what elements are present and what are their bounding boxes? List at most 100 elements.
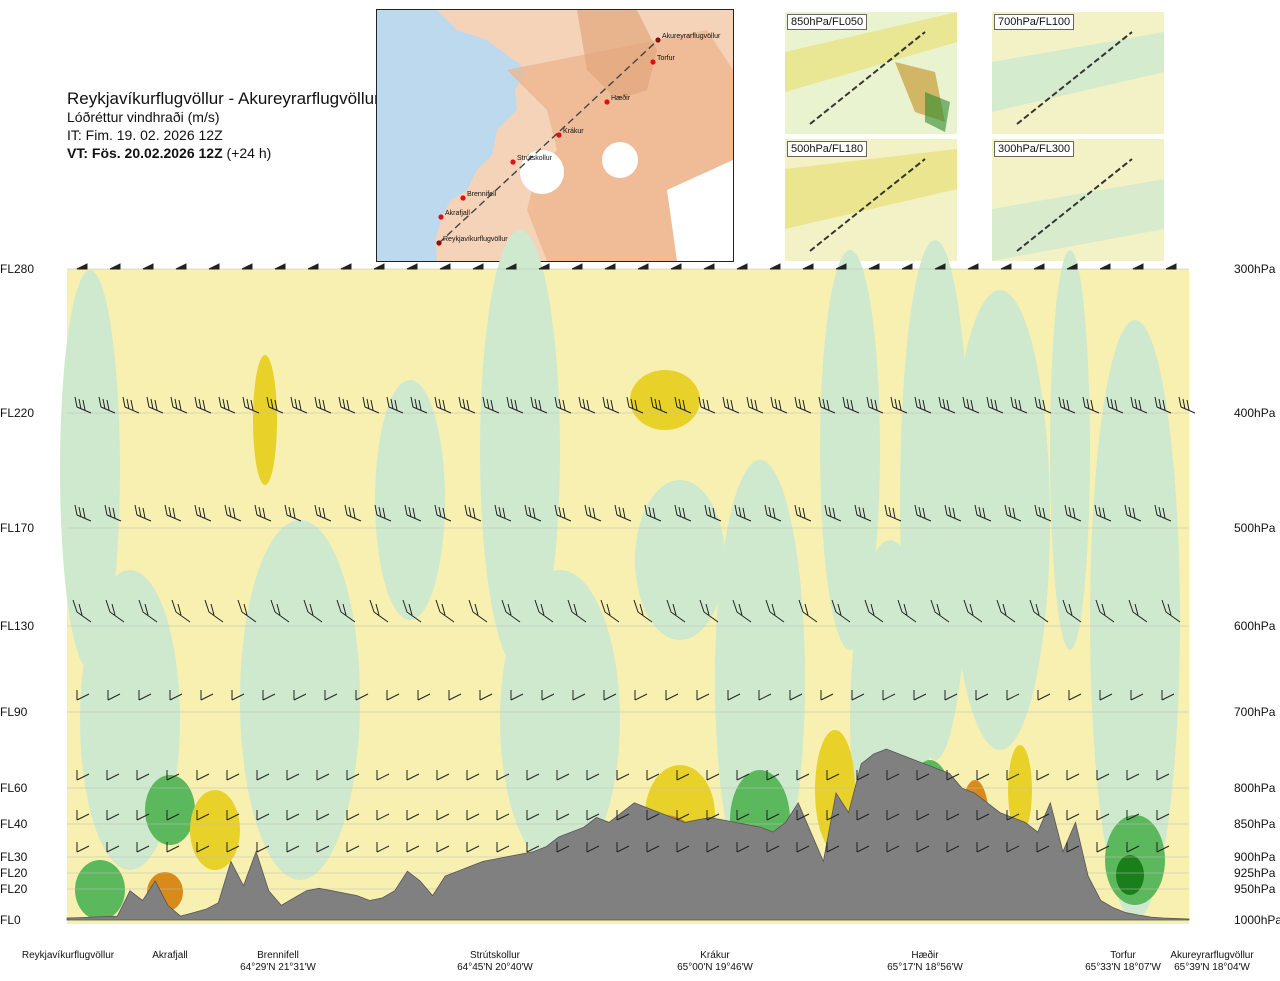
- wind-barb: [789, 690, 803, 701]
- wind-barb: [554, 504, 572, 522]
- wind-barb: [554, 396, 572, 414]
- flight-level-tick: FL90: [0, 705, 28, 719]
- wind-barb: [706, 770, 720, 781]
- wind-barb: [293, 690, 307, 701]
- wind-barb: [434, 396, 452, 414]
- valid-time-rest: (+24 h): [226, 145, 272, 161]
- wind-barb-stroke: [496, 842, 510, 853]
- wind-barb: [913, 690, 927, 701]
- wind-barb-stroke: [494, 504, 512, 522]
- wind-barb: [976, 770, 990, 781]
- wind-barb-stroke: [406, 770, 420, 781]
- wind-barb: [914, 504, 932, 522]
- wind-barb: [526, 842, 540, 853]
- wind-barb-stroke: [578, 396, 596, 414]
- wind-barb: [1066, 770, 1080, 781]
- wind-barb-stroke: [344, 504, 362, 522]
- chart-title-block: Reykjavíkurflugvöllur - Akureyrarflugvöl…: [67, 90, 380, 162]
- wind-barb: [1099, 263, 1111, 270]
- wind-barb: [736, 770, 750, 781]
- route-map-svg: Akureyrarflugvöllur Torfur Hæðir Krákur Strú…: [377, 10, 733, 261]
- wind-barb: [698, 396, 716, 414]
- map-point-label: Akureyrarflugvöllur: [662, 33, 721, 40]
- wind-barb-stroke: [706, 842, 720, 853]
- wind-barb-stroke: [316, 810, 330, 821]
- wind-barb: [136, 810, 150, 821]
- wind-barb-stroke: [930, 599, 950, 623]
- wind-barb: [270, 599, 290, 623]
- wind-barb-stroke: [586, 842, 600, 853]
- wind-barb: [666, 599, 686, 623]
- wind-barb-stroke: [1058, 396, 1076, 414]
- wind-barb: [556, 770, 570, 781]
- wind-barb-stroke: [946, 770, 960, 781]
- wind-barb-stroke: [584, 504, 602, 522]
- wind-barb: [404, 504, 422, 522]
- wind-barb: [916, 770, 930, 781]
- wind-barb-stroke: [336, 599, 356, 623]
- wind-barb-stroke: [976, 770, 990, 781]
- wind-barb: [344, 504, 362, 522]
- wind-barb: [826, 810, 840, 821]
- map-point: [655, 37, 661, 43]
- wind-barb-stroke: [340, 263, 352, 270]
- wind-barb: [670, 263, 682, 270]
- wind-barb-stroke: [76, 263, 88, 270]
- wind-barb: [676, 842, 690, 853]
- wind-barb-stroke: [704, 504, 722, 522]
- flight-level-tick: FL0: [0, 913, 21, 927]
- wind-barb-stroke: [524, 504, 542, 522]
- wind-barb-stroke: [758, 690, 772, 701]
- wind-barb-stroke: [314, 504, 332, 522]
- wind-barb-stroke: [169, 690, 183, 701]
- wind-barb-stroke: [864, 599, 884, 623]
- map-point: [650, 59, 656, 65]
- wind-barb-stroke: [303, 599, 323, 623]
- wind-barb: [614, 504, 632, 522]
- wind-barb-stroke: [826, 770, 840, 781]
- wind-barb-stroke: [479, 690, 493, 701]
- location-coord: 65°33'N 18°07'W: [1085, 962, 1161, 973]
- wind-barb: [736, 263, 748, 270]
- wind-barb-stroke: [241, 263, 253, 270]
- wind-barb: [1095, 599, 1115, 623]
- wind-barb-stroke: [74, 504, 92, 522]
- wind-barb-stroke: [266, 396, 284, 414]
- velocity-contour: [1116, 855, 1144, 895]
- wind-barb: [434, 504, 452, 522]
- wind-barb: [256, 810, 270, 821]
- wind-barb: [526, 810, 540, 821]
- wind-barb-stroke: [1066, 770, 1080, 781]
- wind-barb-stroke: [142, 263, 154, 270]
- wind-barb-stroke: [944, 690, 958, 701]
- wind-barb: [505, 263, 517, 270]
- wind-barb-stroke: [914, 396, 932, 414]
- wind-barb: [402, 599, 422, 623]
- wind-barb: [1033, 263, 1045, 270]
- wind-barb: [584, 504, 602, 522]
- flight-level-tick: FL130: [0, 619, 35, 633]
- panel-300-svg: [992, 139, 1164, 261]
- wind-barb-stroke: [794, 504, 812, 522]
- wind-barb: [616, 842, 630, 853]
- wind-barb-stroke: [1161, 690, 1175, 701]
- wind-barb-stroke: [166, 810, 180, 821]
- wind-barb-stroke: [1034, 396, 1052, 414]
- wind-barb-stroke: [602, 396, 620, 414]
- wind-barb: [468, 599, 488, 623]
- velocity-contour: [190, 790, 240, 870]
- wind-barb: [835, 263, 847, 270]
- wind-barb-stroke: [796, 810, 810, 821]
- location-name: Strútskollur: [469, 950, 520, 961]
- wind-barb: [226, 842, 240, 853]
- wind-barb-stroke: [703, 263, 715, 270]
- wind-barb-stroke: [1096, 770, 1110, 781]
- map-point-label: Brennifell: [467, 191, 497, 198]
- wind-barb: [1000, 263, 1012, 270]
- wind-barb: [448, 690, 462, 701]
- location-name: Brennifell: [257, 950, 299, 961]
- wind-barb: [820, 690, 834, 701]
- wind-barb: [736, 810, 750, 821]
- wind-barb: [676, 770, 690, 781]
- wind-barb-stroke: [106, 810, 120, 821]
